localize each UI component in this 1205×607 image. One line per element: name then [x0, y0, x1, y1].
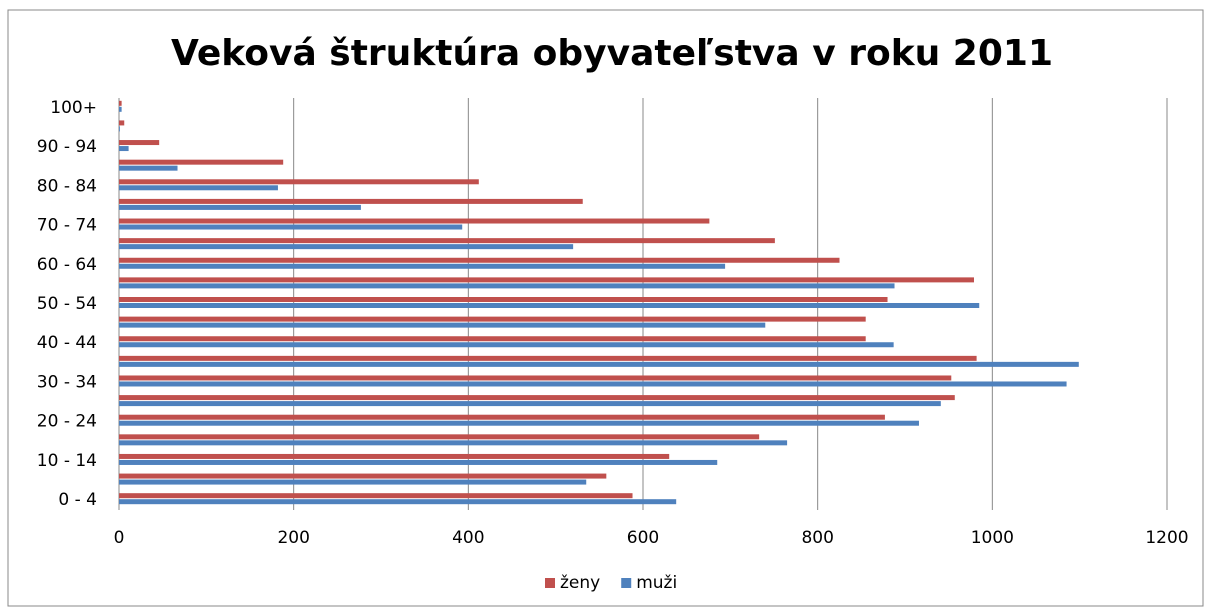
bar [119, 342, 894, 348]
bar [119, 336, 866, 342]
bar [119, 165, 178, 171]
bar [119, 106, 122, 112]
bar [119, 198, 583, 204]
bar [119, 453, 670, 459]
legend-label: ženy [560, 573, 600, 593]
bar [119, 297, 888, 302]
x-tick-label: 400 [452, 528, 484, 548]
bar [119, 361, 1079, 367]
legend-label: muži [636, 573, 677, 593]
x-tick-label: 600 [627, 528, 659, 548]
bar [119, 224, 463, 230]
bar [119, 440, 788, 446]
y-tick-label: 70 - 74 [37, 216, 97, 236]
bar [119, 479, 587, 485]
y-tick-label: 30 - 34 [37, 372, 97, 392]
bar [119, 473, 607, 479]
bar [119, 381, 1067, 387]
bar [119, 414, 885, 420]
y-tick-label: 20 - 24 [37, 412, 97, 432]
bar [119, 257, 840, 263]
bar [119, 185, 278, 191]
bar [119, 434, 760, 440]
bar [119, 303, 980, 308]
bar [119, 204, 361, 210]
y-tick-label: 60 - 64 [37, 255, 97, 275]
bar [119, 499, 677, 505]
bar [119, 277, 974, 283]
bar [119, 263, 726, 269]
y-tick-label: 80 - 84 [37, 176, 97, 196]
y-tick-label: 0 - 4 [58, 490, 97, 510]
bar [119, 283, 895, 289]
bar [119, 375, 952, 381]
x-tick-label: 1200 [1145, 528, 1188, 548]
bar [119, 459, 718, 465]
bar [119, 100, 122, 106]
y-tick-label: 90 - 94 [37, 137, 97, 157]
bar [119, 355, 977, 361]
x-tick-label: 800 [801, 528, 833, 548]
bar [119, 316, 866, 322]
y-tick-label: 100+ [50, 98, 97, 118]
bar [119, 120, 125, 126]
y-tick-label: 10 - 14 [37, 451, 97, 471]
bar [119, 401, 941, 407]
chart-title: Veková štruktúra obyvateľstva v roku 201… [171, 33, 1053, 74]
legend-swatch [621, 578, 632, 588]
bar [119, 140, 160, 146]
y-tick-label: 40 - 44 [37, 333, 97, 353]
bar [119, 218, 710, 224]
bar [119, 126, 120, 132]
bar [119, 146, 129, 152]
bar [119, 159, 284, 165]
x-tick-label: 1000 [971, 528, 1014, 548]
bar [119, 420, 919, 426]
legend-swatch [545, 578, 555, 588]
x-tick-label: 200 [277, 528, 309, 548]
x-tick-label: 0 [114, 528, 125, 548]
bar [119, 395, 955, 401]
bar [119, 244, 574, 250]
y-tick-label: 50 - 54 [37, 294, 97, 314]
bar [119, 493, 633, 499]
bar [119, 179, 479, 185]
bar [119, 322, 766, 328]
bar [119, 238, 775, 244]
